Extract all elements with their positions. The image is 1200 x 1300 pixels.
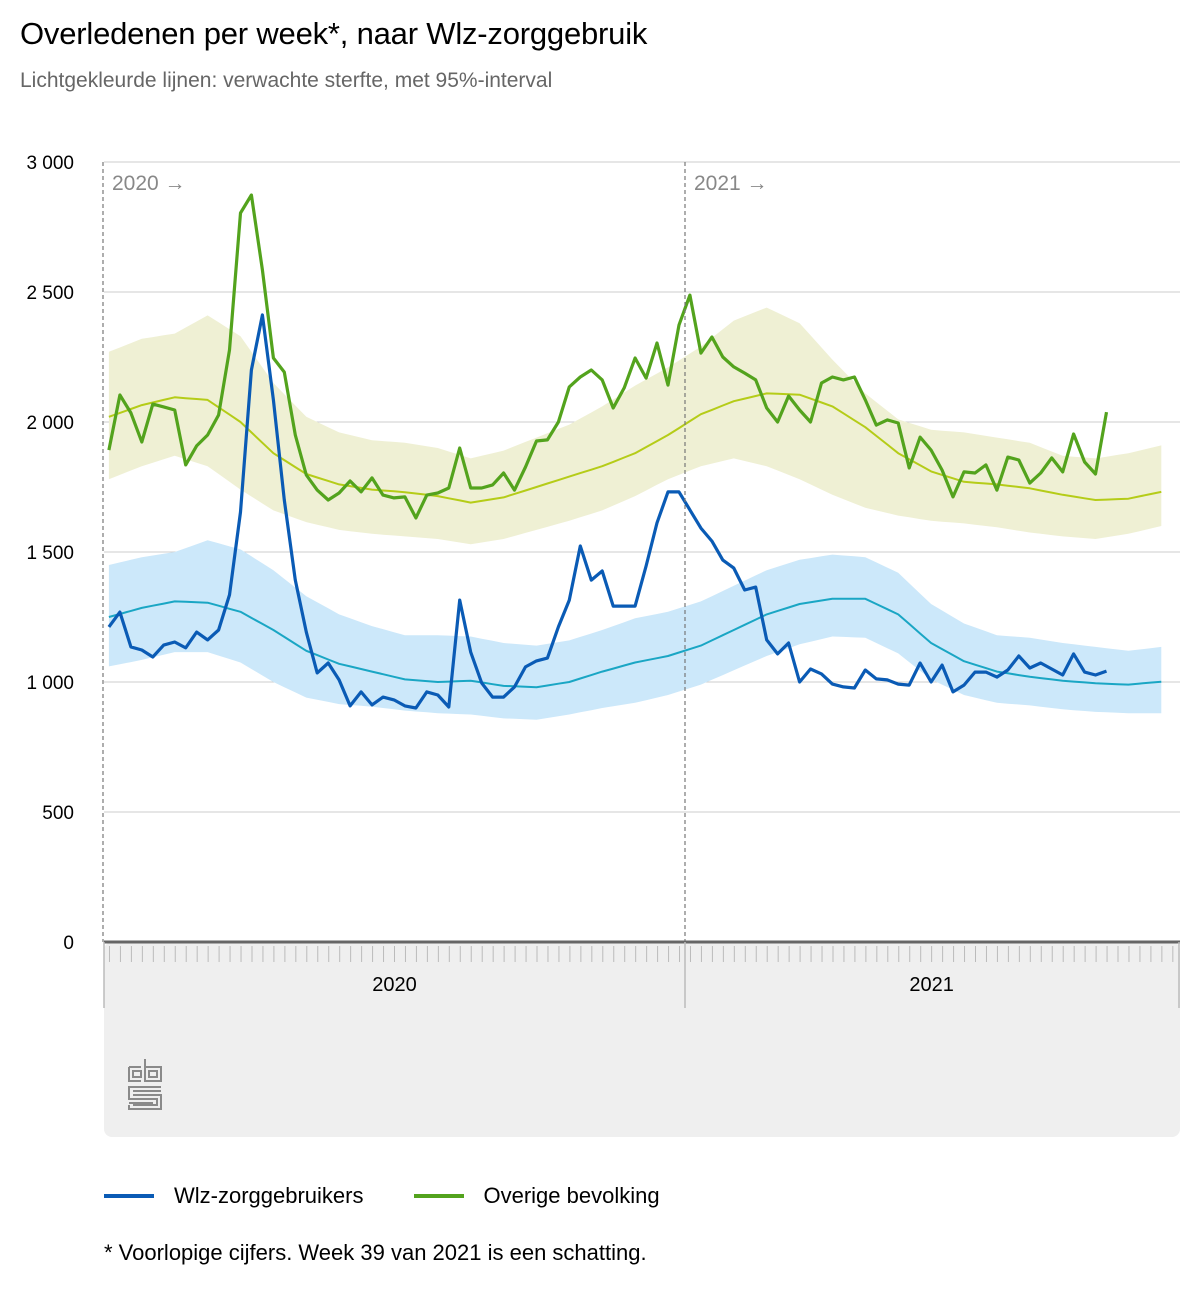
chart-subtitle: Lichtgekleurde lijnen: verwachte sterfte…: [20, 69, 553, 92]
x-group-label: 2020: [372, 974, 417, 996]
expected-line: [108, 597, 1162, 689]
x-axis: 2020 2021: [103, 940, 1180, 1008]
year-marker-label: 2021 →: [694, 172, 768, 195]
y-axis: 0 500 1 000 1 500 2 000 2 500 3 000: [26, 153, 74, 954]
footnote: * Voorlopige cijfers. Week 39 van 2021 i…: [104, 1240, 647, 1265]
legend-item-overige[interactable]: Overige bevolking: [413, 1183, 660, 1209]
confidence-band: [108, 540, 1162, 720]
legend-item-wlz[interactable]: Wlz-zorggebruikers: [104, 1183, 364, 1209]
observed-lines: [107, 193, 1109, 710]
legend-label-overige: Overige bevolking: [483, 1183, 660, 1208]
legend-swatch-overige: [413, 1194, 464, 1198]
confidence-bands: [108, 307, 1162, 720]
y-tick-label: 500: [42, 803, 74, 824]
y-tick-label: 2 500: [26, 283, 74, 304]
y-tick-label: 1 000: [26, 673, 74, 694]
chart-area: 2020 → 2021 → 0 500 1 000 1 500 2 000 2 500 3 0…: [26, 153, 1180, 1137]
x-group-label: 2021: [909, 974, 954, 996]
y-tick-label: 1 500: [26, 543, 74, 564]
year-marker-label: 2020 →: [112, 172, 186, 195]
legend-swatch-wlz: [104, 1194, 154, 1198]
y-tick-label: 3 000: [26, 153, 74, 174]
legend: Wlz-zorggebruikers Overige bevolking: [104, 1183, 710, 1209]
expected-lines: [108, 392, 1162, 689]
expected-line: [108, 392, 1162, 504]
observed-line: [107, 313, 1108, 710]
chart-title: Overledenen per week*, naar Wlz-zorggebr…: [20, 16, 648, 51]
year-markers: 2020 → 2021 →: [102, 162, 768, 942]
confidence-band: [108, 307, 1162, 545]
observed-line: [107, 193, 1109, 520]
footer-panel: [104, 942, 1180, 1137]
y-tick-label: 0: [63, 933, 74, 954]
cbs-logo-icon: [128, 1059, 162, 1110]
y-tick-label: 2 000: [26, 413, 74, 434]
legend-label-wlz: Wlz-zorggebruikers: [174, 1183, 364, 1208]
